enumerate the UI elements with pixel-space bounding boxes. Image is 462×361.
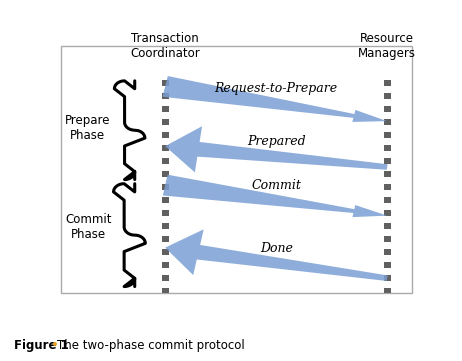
Text: Resource
Managers: Resource Managers [358, 32, 416, 60]
Bar [383, 106, 391, 112]
PathPatch shape [165, 126, 388, 172]
Bar [383, 80, 391, 86]
Bar [383, 158, 391, 164]
Bar [162, 236, 169, 242]
Bar [162, 171, 169, 177]
Bar [383, 171, 391, 177]
Text: Commit
Phase: Commit Phase [65, 213, 111, 241]
FancyBboxPatch shape [61, 46, 412, 293]
Bar [162, 158, 169, 164]
Text: •: • [47, 339, 63, 352]
Bar [383, 119, 391, 125]
Text: The two-phase commit protocol: The two-phase commit protocol [57, 339, 245, 352]
Text: Commit: Commit [251, 179, 301, 192]
Text: Done: Done [260, 242, 292, 255]
Text: Prepared: Prepared [247, 135, 305, 148]
Bar [162, 210, 169, 216]
Bar [383, 210, 391, 216]
PathPatch shape [163, 175, 387, 217]
Bar [162, 132, 169, 138]
Bar [162, 249, 169, 255]
Bar [383, 236, 391, 242]
Bar [162, 197, 169, 203]
Bar [162, 119, 169, 125]
Bar [162, 93, 169, 99]
Text: Prepare
Phase: Prepare Phase [65, 114, 110, 142]
Bar [383, 184, 391, 190]
Bar [383, 249, 391, 255]
PathPatch shape [163, 76, 387, 122]
Bar [383, 287, 391, 293]
Bar [383, 262, 391, 268]
Bar [162, 106, 169, 112]
Bar [162, 223, 169, 229]
Bar [383, 132, 391, 138]
Bar [162, 184, 169, 190]
Bar [162, 80, 169, 86]
Bar [383, 145, 391, 151]
Bar [383, 275, 391, 280]
Text: Figure 1: Figure 1 [14, 339, 69, 352]
Text: Transaction
Coordinator: Transaction Coordinator [130, 32, 200, 60]
PathPatch shape [165, 229, 388, 281]
Bar [162, 262, 169, 268]
Bar [383, 197, 391, 203]
Text: Request-to-Prepare: Request-to-Prepare [214, 82, 338, 95]
Bar [162, 287, 169, 293]
Bar [383, 223, 391, 229]
Bar [162, 145, 169, 151]
Bar [383, 93, 391, 99]
Bar [162, 275, 169, 280]
